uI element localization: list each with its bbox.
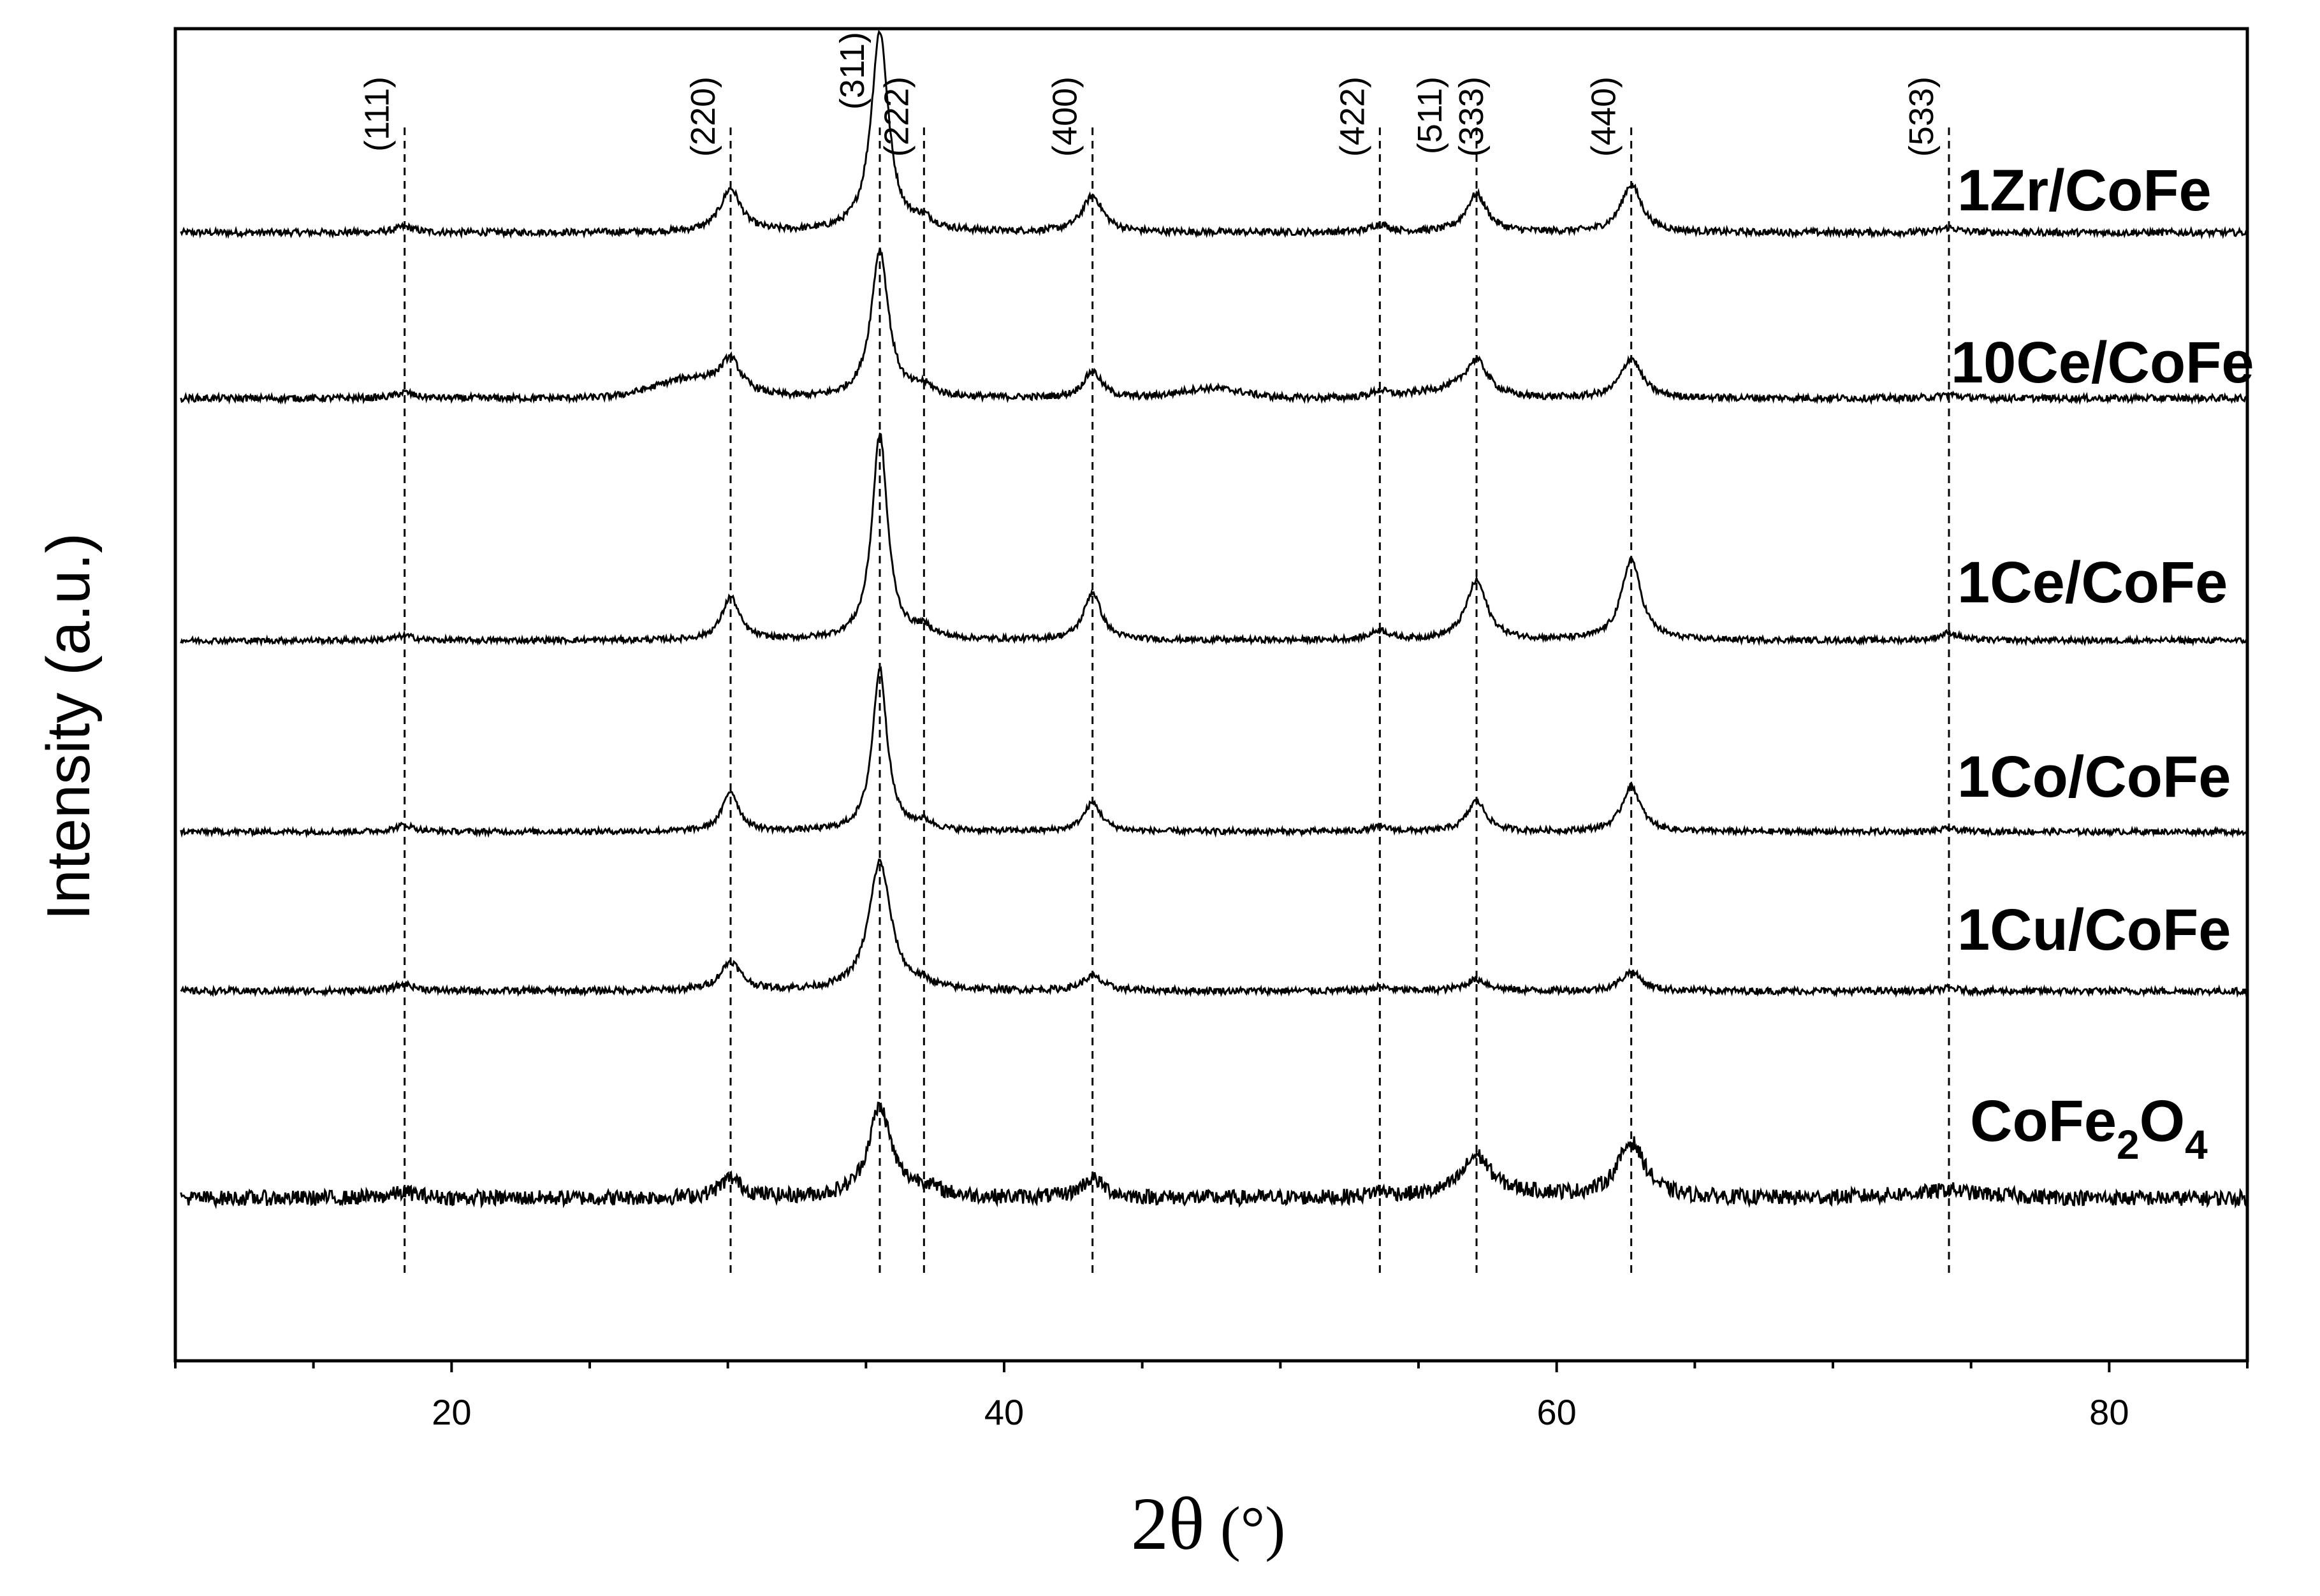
reflection-label: (222): [877, 76, 916, 157]
series-label: CoFe2O4: [1970, 1089, 2208, 1168]
series-label: 1Ce/CoFe: [1957, 550, 2228, 615]
series-group: [180, 29, 2249, 1210]
reflection-labels: (111) (220) (311)(222) (400) (422) (511) (333)…: [358, 32, 1941, 157]
x-tick-label: 20: [432, 1392, 471, 1432]
reflection-label: (111): [358, 76, 397, 152]
series-label: 10Ce/CoFe: [1951, 330, 2254, 395]
reflection-label: (400): [1046, 76, 1084, 157]
x-tick-label: 60: [1537, 1392, 1577, 1432]
series-line-0: [180, 29, 2248, 240]
plot-frame: [173, 27, 2249, 1363]
reflection-label: (311): [833, 32, 872, 110]
y-axis-title: Intensity (a.u.): [34, 533, 103, 920]
x-tick-label: 80: [2089, 1392, 2129, 1432]
reflection-label: (440): [1585, 76, 1623, 157]
series-line-2: [180, 432, 2249, 647]
series-label-part: CoFe: [1970, 1089, 2117, 1154]
reflection-label: (333): [1452, 76, 1491, 157]
x-axis-title: 2θ (°): [1131, 1482, 1285, 1565]
series-label-part: O: [2140, 1089, 2185, 1154]
series-label: 1Co/CoFe: [1957, 744, 2231, 809]
reflection-label: (220): [684, 76, 722, 157]
series-label-subscript: 4: [2185, 1122, 2208, 1168]
series-label-subscript: 2: [2117, 1122, 2140, 1168]
reflection-label: (533): [1902, 76, 1941, 157]
x-tick-label: 40: [984, 1392, 1024, 1432]
series-label: 1Cu/CoFe: [1957, 897, 2231, 962]
series-line-3: [180, 665, 2248, 839]
reflection-label: (511): [1411, 76, 1449, 154]
series-label: 1Zr/CoFe: [1957, 158, 2212, 223]
reflection-label: (422): [1333, 76, 1371, 157]
x-axis-title-unit: (°): [1220, 1494, 1285, 1562]
reflection-lines: [404, 127, 1950, 1275]
series-line-1: [180, 247, 2249, 405]
series-line-5: [180, 1101, 2249, 1210]
series-labels: 1Zr/CoFe 10Ce/CoFe 1Ce/CoFe 1Co/CoFe 1Cu/CoF…: [1951, 158, 2254, 1168]
x-axis-title-main: 2θ: [1131, 1482, 1205, 1565]
x-axis-ticks: 20 40 60 80: [174, 1361, 2249, 1432]
series-line-4: [180, 859, 2249, 998]
